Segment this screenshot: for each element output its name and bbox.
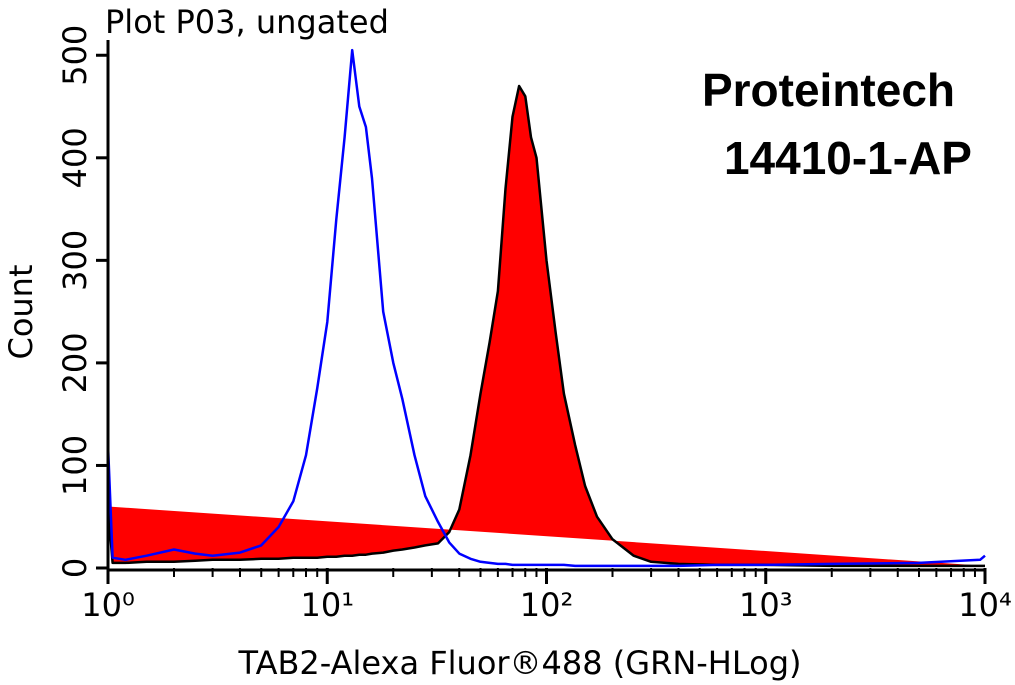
y-tick-label: 0 xyxy=(56,558,94,578)
filled-histogram xyxy=(106,84,985,568)
x-tick-label: 10⁰ xyxy=(81,586,135,624)
y-tick-label: 500 xyxy=(56,25,94,86)
x-tick-label: 10² xyxy=(520,586,574,624)
x-axis-label: TAB2-Alexa Fluor®488 (GRN-HLog) xyxy=(238,644,802,682)
annotation: 14410-1-AP xyxy=(724,132,972,184)
x-tick-label: 10³ xyxy=(739,586,793,624)
y-tick-label: 300 xyxy=(56,230,94,291)
y-tick-label: 100 xyxy=(56,435,94,496)
chart-title: Plot P03, ungated xyxy=(105,3,389,41)
x-tick-label: 10⁴ xyxy=(958,586,1012,624)
histogram-line xyxy=(106,48,986,568)
y-axis-label: Count xyxy=(2,264,40,359)
annotation: Proteintech xyxy=(702,64,955,116)
y-tick-label: 400 xyxy=(56,127,94,188)
y-tick-label: 200 xyxy=(56,332,94,393)
x-tick-label: 10¹ xyxy=(300,586,354,624)
